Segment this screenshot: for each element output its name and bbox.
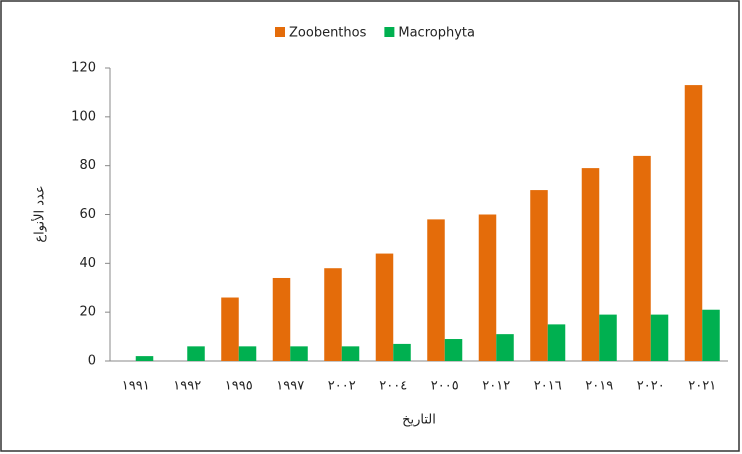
bar: [221, 297, 239, 361]
legend-label: Zoobenthos: [289, 26, 367, 41]
bar: [444, 339, 463, 361]
x-tick-label: ١٩٩٢: [173, 379, 201, 394]
bar: [478, 214, 497, 361]
bar: [187, 346, 205, 361]
x-axis-label: التاريخ: [402, 413, 436, 428]
bar: [375, 253, 394, 361]
bar: [702, 309, 720, 361]
y-tick-label: 20: [79, 305, 96, 320]
bar: [581, 168, 600, 361]
bar: [650, 314, 669, 361]
legend-swatch: [384, 27, 395, 37]
x-tick-label: ٢٠٠٢: [328, 379, 356, 394]
legend-label: Macrophyta: [398, 26, 475, 41]
y-axis-label: عدد الأنواع: [31, 185, 48, 242]
x-tick-label: ٢٠١٩: [585, 379, 613, 394]
bar: [633, 155, 651, 361]
x-tick-label: ٢٠٢٠: [637, 379, 665, 394]
bar: [599, 314, 617, 361]
bar: [135, 356, 154, 361]
y-tick-label: 120: [71, 61, 96, 76]
x-tick-label: ٢٠٢١: [688, 379, 716, 394]
bar: [427, 219, 445, 361]
legend-swatch: [275, 27, 285, 37]
y-tick-label: 40: [79, 256, 96, 271]
y-tick-label: 80: [79, 158, 96, 173]
bar: [324, 268, 342, 361]
bar: [393, 343, 411, 361]
x-tick-label: ٢٠٠٤: [379, 379, 407, 394]
x-tick-label: ١٩٩١: [122, 379, 150, 394]
bar: [547, 324, 566, 361]
bar: [272, 277, 291, 361]
bar: [530, 190, 548, 361]
bar: [684, 85, 703, 361]
y-tick-label: 100: [71, 109, 96, 124]
bar: [290, 346, 308, 361]
x-tick-label: ٢٠١٢: [482, 379, 510, 394]
x-tick-label: ١٩٩٧: [276, 379, 304, 394]
bar: [238, 346, 257, 361]
bar: [341, 346, 360, 361]
x-tick-label: ١٩٩٥: [225, 379, 253, 394]
y-tick-label: 0: [88, 354, 96, 369]
x-tick-label: ٢٠٠٥: [431, 379, 459, 394]
x-tick-label: ٢٠١٦: [534, 379, 562, 394]
bar: [496, 334, 514, 361]
y-tick-label: 60: [79, 207, 96, 222]
